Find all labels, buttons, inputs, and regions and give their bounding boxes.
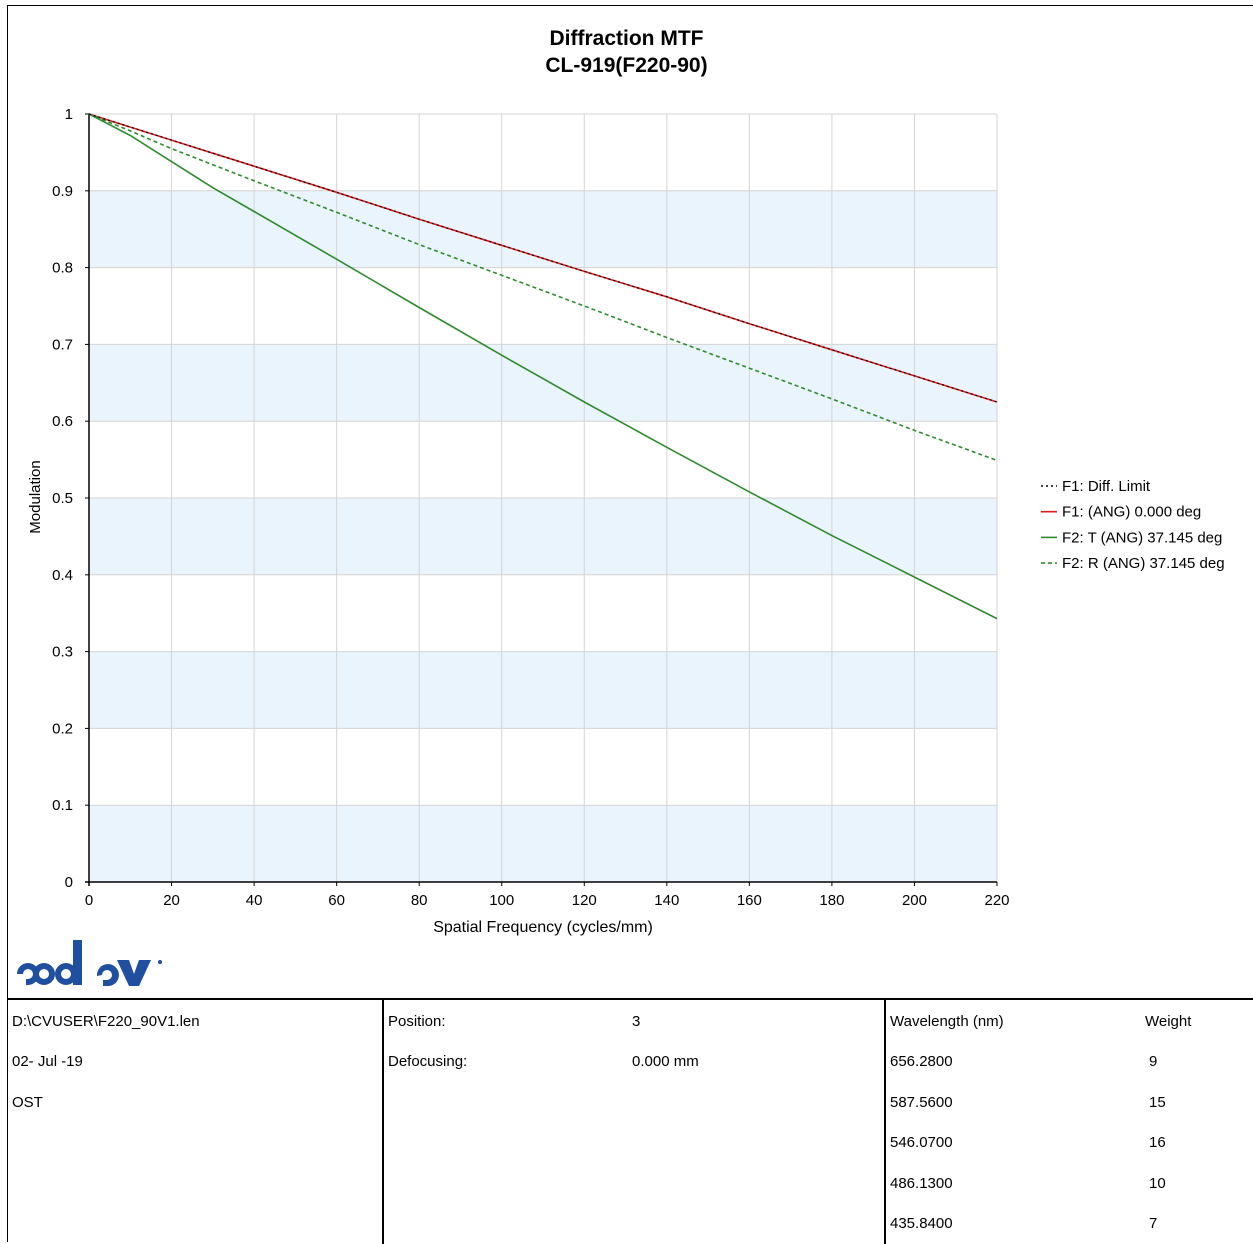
y-tick-label: 0.8	[52, 260, 73, 277]
legend-label: F1: Diff. Limit	[1062, 478, 1151, 495]
x-tick-label: 20	[163, 892, 180, 909]
defocus-label: Defocusing:	[388, 1053, 468, 1070]
x-tick-label: 120	[572, 892, 597, 909]
plot-grid	[89, 113, 998, 882]
y-tick-label: 0.4	[52, 567, 73, 584]
position-value: 3	[632, 1013, 641, 1030]
series-line-1	[88, 113, 998, 403]
x-tick-label: 100	[489, 892, 514, 909]
x-tick-label: 200	[902, 892, 927, 909]
plot-band	[89, 498, 997, 575]
y-tick-label: 1	[65, 106, 73, 123]
x-tick-label: 140	[654, 892, 679, 909]
codev-logo	[9, 936, 169, 996]
weight-row-3: 16	[1149, 1134, 1166, 1151]
wavelength-row-1: 656.2800	[890, 1053, 953, 1070]
wavelength-row-4: 486.1300	[890, 1175, 953, 1192]
chart-subtitle: CL-919(F220-90)	[545, 54, 708, 77]
series-line-3	[88, 113, 998, 620]
x-tick-label: 160	[737, 892, 762, 909]
report-date: 02- Jul -19	[12, 1053, 83, 1070]
info-divider-1	[382, 1000, 384, 1244]
plot-axes	[85, 113, 998, 886]
plot-band	[89, 805, 997, 882]
weight-row-1: 9	[1149, 1053, 1158, 1070]
wavelength-row-5: 435.8400	[890, 1215, 953, 1232]
report-note: OST	[12, 1094, 43, 1111]
chart-legend: F1: Diff. Limit F1: (ANG) 0.000 deg F2: T …	[1041, 478, 1225, 572]
x-tick-label: 180	[819, 892, 844, 909]
y-tick-label: 0	[65, 874, 73, 891]
legend-label: F2: R (ANG) 37.145 deg	[1062, 555, 1225, 572]
y-tick-label: 0.5	[52, 490, 73, 507]
y-tick-labels: 0 0.1 0.2 0.3 0.4 0.5 0.6 0.7 0.8 0.9 1	[52, 106, 73, 891]
y-tick-label: 0.3	[52, 644, 73, 661]
series-line-4	[88, 113, 998, 462]
y-tick-label: 0.1	[52, 797, 73, 814]
weight-row-2: 15	[1149, 1094, 1166, 1111]
y-tick-label: 0.6	[52, 413, 73, 430]
info-table: D:\CVUSER\F220_90V1.len 02- Jul -19 OST …	[7, 998, 1253, 1244]
weight-row-5: 7	[1149, 1215, 1158, 1232]
x-tick-label: 80	[411, 892, 428, 909]
mtf-chart: 0 20 40 60 80 100 120 140 160 180 200 220 0 0.1 0.2 0.…	[27, 106, 1225, 936]
weight-row-4: 10	[1149, 1175, 1166, 1192]
plot-background-bands	[89, 190, 997, 882]
x-tick-label: 220	[984, 892, 1009, 909]
y-tick-label: 0.2	[52, 720, 73, 737]
y-tick-label: 0.9	[52, 183, 73, 200]
info-divider-2	[884, 1000, 886, 1244]
series-lines	[88, 113, 998, 620]
y-axis-label: Modulation	[27, 460, 44, 533]
plot-band	[89, 190, 997, 268]
x-axis-label: Spatial Frequency (cycles/mm)	[433, 919, 653, 936]
plot-band	[89, 344, 997, 422]
wavelength-header: Wavelength (nm)	[890, 1013, 1004, 1030]
chart-title: Diffraction MTF	[549, 27, 704, 50]
plot-band	[89, 651, 997, 729]
x-tick-label: 0	[85, 892, 93, 909]
defocus-value: 0.000 mm	[632, 1053, 699, 1070]
wavelength-row-3: 546.0700	[890, 1134, 953, 1151]
position-label: Position:	[388, 1013, 446, 1030]
legend-label: F2: T (ANG) 37.145 deg	[1062, 529, 1222, 546]
x-tick-label: 60	[328, 892, 345, 909]
wavelength-row-2: 587.5600	[890, 1094, 953, 1111]
legend-label: F1: (ANG) 0.000 deg	[1062, 504, 1201, 521]
report-frame	[7, 5, 1253, 1242]
y-tick-label: 0.7	[52, 336, 73, 353]
file-path: D:\CVUSER\F220_90V1.len	[12, 1013, 200, 1030]
x-tick-label: 40	[246, 892, 263, 909]
x-tick-labels: 0 20 40 60 80 100 120 140 160 180 200 220	[85, 892, 1010, 909]
weight-header: Weight	[1145, 1013, 1192, 1030]
